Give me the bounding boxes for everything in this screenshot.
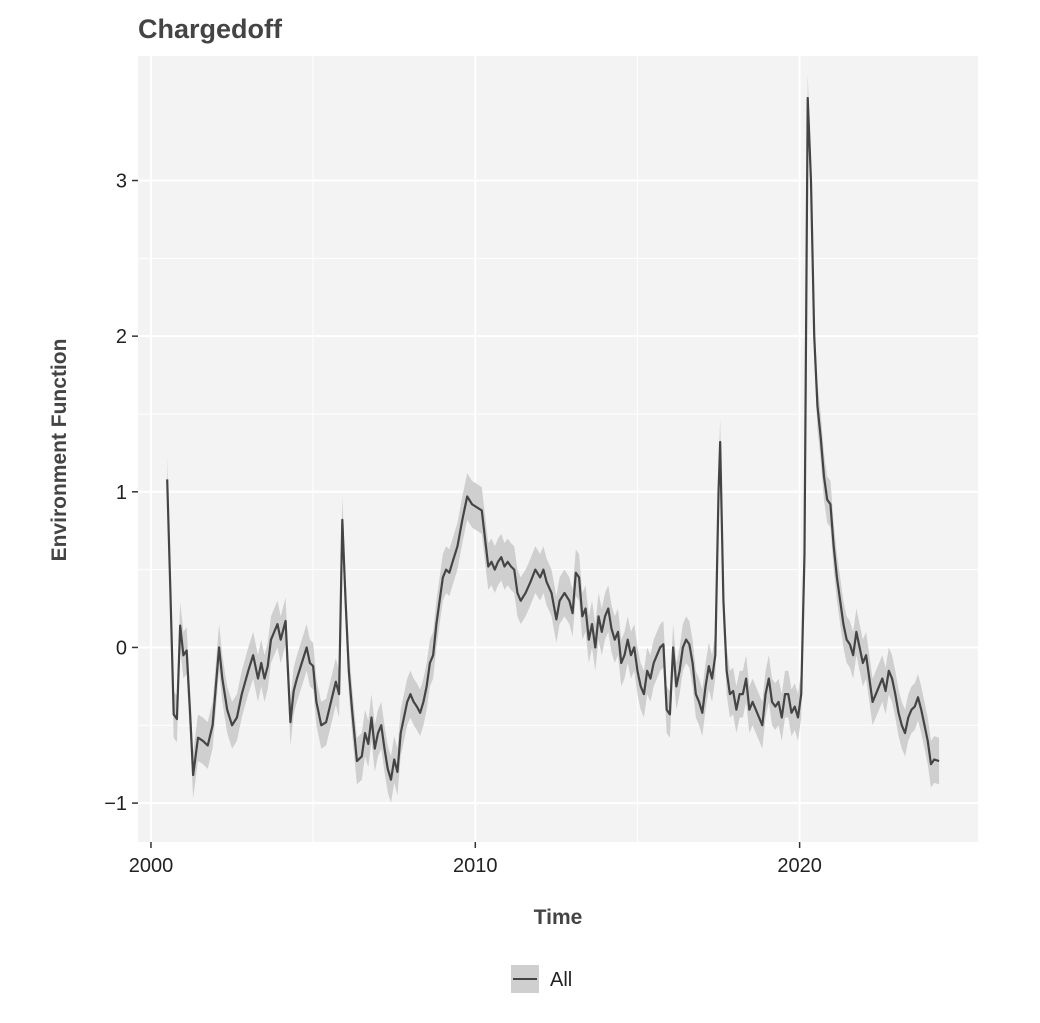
legend-label-all: All [550,969,572,991]
x-axis-title: Time [534,906,583,929]
x-tick-label: 2000 [129,855,174,877]
grid-minor [138,56,978,842]
y-axis: −1 0 1 2 3 [104,171,138,815]
y-tick-label: 0 [116,637,127,659]
x-tick-label: 2020 [777,855,822,877]
y-tick-label: −1 [104,793,127,815]
plot-panel [138,56,978,842]
chart-title: Chargedoff [138,14,283,44]
y-tick-label: 1 [116,482,127,504]
legend: All [511,965,572,993]
x-tick-label: 2010 [453,855,498,877]
x-axis: 2000 2010 2020 [129,842,822,877]
y-tick-label: 2 [116,326,127,348]
y-tick-label: 3 [116,171,127,193]
y-axis-title: Environment Function [48,339,71,562]
series-line-all [166,96,940,781]
